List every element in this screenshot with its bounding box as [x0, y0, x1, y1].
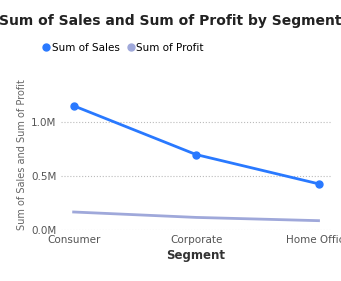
- X-axis label: Segment: Segment: [166, 250, 226, 262]
- Sum of Profit: [316, 219, 321, 222]
- Sum of Profit: [72, 210, 76, 214]
- Sum of Profit: [194, 216, 198, 219]
- Sum of Sales: [316, 182, 321, 185]
- Line: Sum of Sales: Sum of Sales: [70, 102, 322, 187]
- Y-axis label: Sum of Sales and Sum of Profit: Sum of Sales and Sum of Profit: [17, 79, 27, 230]
- Line: Sum of Profit: Sum of Profit: [74, 212, 318, 221]
- Text: Sum of Sales and Sum of Profit by Segment: Sum of Sales and Sum of Profit by Segmen…: [0, 14, 341, 28]
- Sum of Sales: [72, 104, 76, 107]
- Sum of Sales: [194, 153, 198, 156]
- Legend: Sum of Sales, Sum of Profit: Sum of Sales, Sum of Profit: [39, 39, 208, 57]
